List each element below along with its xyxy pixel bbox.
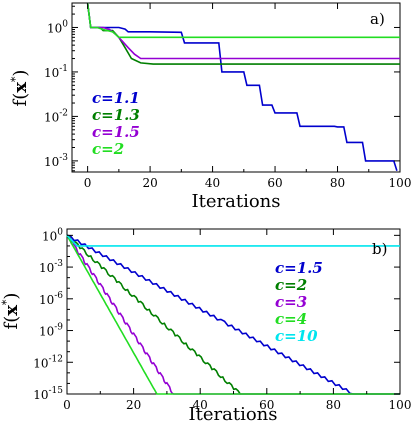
panel-a-series-line-c-2 bbox=[86, 2, 400, 39]
panel-b-y-tick-label-5: 100 bbox=[42, 227, 63, 243]
panel-b-series-line-c-4 bbox=[66, 234, 400, 395]
panel-a-legend-entry-1: c=1.3 bbox=[92, 106, 140, 124]
panel-a-plot-frame bbox=[71, 2, 401, 173]
panel-b-legend: c=1.5c=2c=3c=4c=10 bbox=[275, 259, 323, 345]
panel-a-y-axis-title-sup: * bbox=[9, 76, 22, 82]
panel-b-legend-entry-3: c=4 bbox=[275, 310, 307, 328]
panel-b-y-tick-label-1: 10-12 bbox=[33, 354, 63, 370]
panel-b-legend-entry-2: c=3 bbox=[275, 293, 307, 311]
panel-b-y-tick-label-3: 10-6 bbox=[39, 291, 63, 307]
panel-a-y-axis-title-main: f( bbox=[10, 93, 31, 107]
panel-a-y-tick-label-2: 10-1 bbox=[44, 64, 68, 80]
panel-b-x-tick-label-20: 20 bbox=[126, 398, 141, 412]
panel-b-legend-entry-1: c=2 bbox=[275, 276, 307, 294]
panel-a-x-tick-label-40: 40 bbox=[205, 176, 220, 190]
panel-b-x-tick-label-40: 40 bbox=[193, 398, 208, 412]
panel-b-y-axis-title-main: f( bbox=[1, 316, 22, 330]
panel-a-x-axis-title: Iterations bbox=[192, 191, 281, 212]
panel-a-y-axis-title: f(x*) bbox=[9, 70, 31, 107]
panel-a-x-tick-label-60: 60 bbox=[267, 176, 282, 190]
panel-a: 0 20 40 60 80 100 10-3 10-2 10-1 100 a) Iteratio… bbox=[9, 2, 412, 212]
panel-b-series-group bbox=[66, 234, 400, 395]
panel-b: 0 20 40 60 80 100 10-15 10-12 10-9 10-6 10-3 100 b… bbox=[0, 227, 411, 425]
panel-b-legend-entry-4: c=10 bbox=[275, 327, 318, 345]
panel-a-x-axis: 0 20 40 60 80 100 bbox=[84, 3, 412, 190]
panel-b-y-axis-title-end: ) bbox=[1, 293, 22, 300]
panel-b-legend-entry-0: c=1.5 bbox=[275, 259, 323, 277]
panel-b-x-axis-title: Iterations bbox=[189, 404, 278, 425]
panel-a-series-line-c-1-5 bbox=[86, 2, 400, 60]
panel-b-y-tick-label-2: 10-9 bbox=[39, 323, 63, 339]
panel-b-y-tick-label-4: 10-3 bbox=[39, 259, 63, 275]
panel-b-series-line-c-1-5 bbox=[66, 234, 400, 395]
panel-b-series-line-c-3 bbox=[66, 234, 400, 395]
panel-b-series-line-c-10 bbox=[66, 234, 400, 247]
panel-a-x-tick-label-20: 20 bbox=[142, 176, 157, 190]
panel-b-y-axis-title-sup: * bbox=[0, 299, 13, 305]
panel-a-legend-entry-3: c=2 bbox=[92, 140, 124, 158]
panel-a-y-axis-title-end: ) bbox=[10, 70, 31, 77]
panel-b-y-axis: 10-15 10-12 10-9 10-6 10-3 100 bbox=[33, 227, 400, 402]
panel-b-series-line-c-2 bbox=[66, 234, 400, 395]
panel-a-y-axis: 10-3 10-2 10-1 100 bbox=[44, 5, 400, 172]
panel-a-series-group bbox=[86, 2, 400, 171]
panel-b-x-tick-label-0: 0 bbox=[63, 398, 71, 412]
panel-b-x-axis: 0 20 40 60 80 100 bbox=[63, 229, 411, 412]
panel-a-x-tick-label-100: 100 bbox=[389, 176, 412, 190]
panel-b-x-tick-label-100: 100 bbox=[389, 398, 412, 412]
panel-a-x-tick-label-0: 0 bbox=[84, 176, 92, 190]
panel-a-legend: c=1.1c=1.3c=1.5c=2 bbox=[92, 89, 140, 158]
panel-a-y-tick-label-3: 100 bbox=[47, 19, 68, 35]
panel-b-x-tick-label-80: 80 bbox=[326, 398, 341, 412]
panel-b-x-tick-label-60: 60 bbox=[259, 398, 274, 412]
panel-a-label: a) bbox=[370, 10, 385, 28]
panel-b-y-axis-title-bold: x bbox=[1, 305, 22, 316]
panel-a-legend-entry-0: c=1.1 bbox=[92, 89, 140, 107]
panel-a-legend-entry-2: c=1.5 bbox=[92, 123, 140, 141]
panel-a-series-line-c-1-1 bbox=[86, 2, 398, 171]
panel-a-y-tick-label-0: 10-3 bbox=[44, 153, 68, 169]
panel-b-y-axis-title: f(x*) bbox=[0, 293, 22, 330]
panel-b-y-tick-label-0: 10-15 bbox=[33, 386, 63, 402]
panel-a-y-tick-label-1: 10-2 bbox=[44, 108, 68, 124]
panel-b-label: b) bbox=[372, 240, 387, 258]
panel-a-y-axis-title-bold: x bbox=[10, 82, 31, 93]
panel-a-x-tick-label-80: 80 bbox=[330, 176, 345, 190]
